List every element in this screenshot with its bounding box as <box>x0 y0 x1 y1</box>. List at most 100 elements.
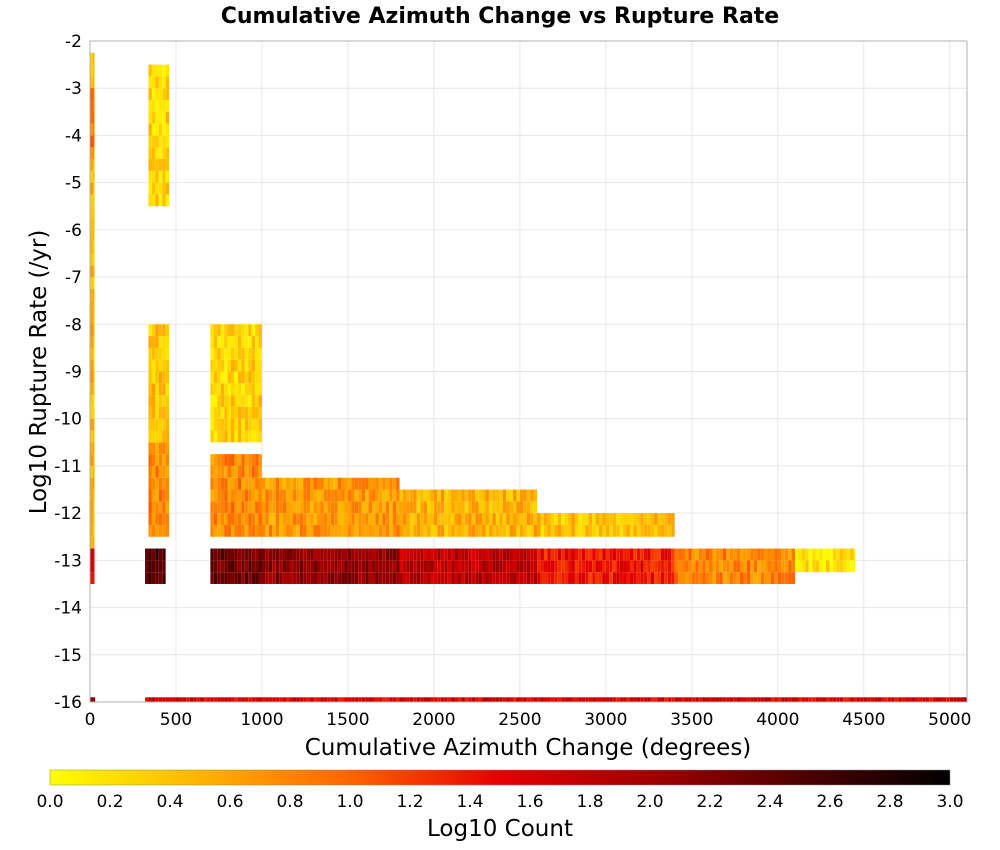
heatmap-cell <box>471 489 476 502</box>
heatmap-cell <box>237 501 242 514</box>
heatmap-cell <box>378 513 383 525</box>
heatmap-cell <box>151 395 156 407</box>
heatmap-cell <box>623 560 627 573</box>
heatmap-cell <box>279 513 283 525</box>
heatmap-cell <box>344 489 348 502</box>
heatmap-cell <box>313 489 317 502</box>
heatmap-cell <box>372 501 376 514</box>
heatmap-cell <box>678 697 682 702</box>
heatmap-cell <box>93 182 95 195</box>
heatmap-cell <box>543 697 548 702</box>
heatmap-cell <box>265 489 269 502</box>
heatmap-cell <box>258 324 262 337</box>
heatmap-cell <box>93 489 95 502</box>
heatmap-cell <box>853 548 856 561</box>
heatmap-cell <box>289 513 293 525</box>
heatmap-cell <box>282 697 287 702</box>
heatmap-cell <box>258 347 262 360</box>
heatmap-cell <box>409 524 414 537</box>
heatmap-cell <box>640 524 644 537</box>
heatmap-cell <box>145 697 149 702</box>
heatmap-cell <box>437 572 441 584</box>
heatmap-cell <box>220 524 225 537</box>
heatmap-cell <box>530 489 534 502</box>
heatmap-cell <box>210 418 214 431</box>
x-tick-label: 3000 <box>584 710 627 730</box>
heatmap-cell <box>702 572 706 584</box>
heatmap-cell <box>406 524 410 537</box>
heatmap-cell <box>382 477 386 490</box>
heatmap-cell <box>392 524 397 537</box>
heatmap-cell <box>440 560 445 573</box>
heatmap-cell <box>158 477 163 490</box>
heatmap-cell <box>251 697 256 702</box>
heatmap-cell <box>430 560 434 573</box>
heatmap-cell <box>258 477 262 490</box>
heatmap-region <box>148 64 170 207</box>
heatmap-cell <box>574 513 579 525</box>
heatmap-cell <box>402 560 407 573</box>
heatmap-cell <box>158 524 163 537</box>
heatmap-cell <box>158 406 163 419</box>
heatmap-cell <box>155 336 159 348</box>
heatmap-cell <box>231 454 235 466</box>
heatmap-cell <box>296 513 300 525</box>
heatmap-cell <box>241 418 245 431</box>
heatmap-cell <box>595 697 600 702</box>
heatmap-cell <box>220 477 225 490</box>
x-tick-label: 4000 <box>756 710 799 730</box>
heatmap-cell <box>795 697 799 702</box>
heatmap-cell <box>495 697 500 702</box>
heatmap-cell <box>678 572 682 584</box>
heatmap-cell <box>457 524 462 537</box>
heatmap-cell <box>155 371 159 384</box>
heatmap-cell <box>213 477 218 490</box>
heatmap-cell <box>162 147 166 160</box>
heatmap-cell <box>148 147 152 160</box>
heatmap-cell <box>657 513 661 525</box>
heatmap-cell <box>148 395 152 407</box>
heatmap-cell <box>241 501 245 514</box>
y-tick-label: -6 <box>65 221 82 241</box>
heatmap-cell <box>299 489 304 502</box>
heatmap-cell <box>540 560 544 573</box>
heatmap-cell <box>244 347 249 360</box>
heatmap-cell <box>513 572 517 584</box>
heatmap-cell <box>148 100 152 112</box>
heatmap-cell <box>90 371 94 384</box>
heatmap-cell <box>427 560 431 573</box>
heatmap-cell <box>265 477 269 490</box>
heatmap-cell <box>509 572 514 584</box>
heatmap-cell <box>155 170 159 183</box>
heatmap-cell <box>90 477 94 490</box>
heatmap-cell <box>237 359 242 372</box>
heatmap-cell <box>361 477 366 490</box>
heatmap-cell <box>361 697 366 702</box>
heatmap-cell <box>719 560 723 573</box>
heatmap-cell <box>468 501 472 514</box>
heatmap-cell <box>155 572 159 584</box>
heatmap-cell <box>155 697 159 702</box>
heatmap-cell <box>619 560 624 573</box>
heatmap-cell <box>90 241 94 254</box>
heatmap-cell <box>292 548 297 561</box>
heatmap-cell <box>464 697 469 702</box>
heatmap-cell <box>427 697 431 702</box>
heatmap-cell <box>316 560 321 573</box>
heatmap-cell <box>224 359 228 372</box>
heatmap-cell <box>323 524 328 537</box>
heatmap-cell <box>695 548 699 561</box>
heatmap-cell <box>213 395 218 407</box>
heatmap-cell <box>155 194 159 207</box>
heatmap-cell <box>660 572 665 584</box>
heatmap-cell <box>213 513 218 525</box>
heatmap-cell <box>478 560 483 573</box>
heatmap-cell <box>922 697 926 702</box>
x-tick-label: 5000 <box>928 710 971 730</box>
heatmap-cell <box>430 548 434 561</box>
heatmap-cell <box>224 347 228 360</box>
heatmap-cell <box>93 147 95 160</box>
heatmap-cell <box>93 359 95 372</box>
heatmap-cell <box>313 524 317 537</box>
heatmap-cell <box>237 548 242 561</box>
